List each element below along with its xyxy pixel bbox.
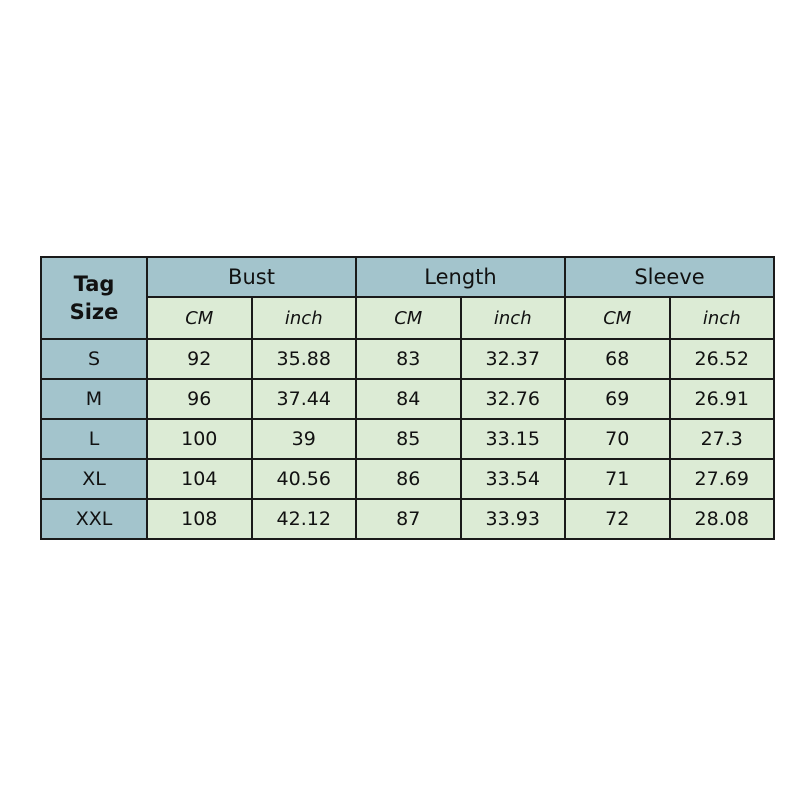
tag-label: Tag: [73, 272, 115, 296]
size-cell: XL: [40, 458, 148, 500]
unit-header: inch: [459, 296, 566, 340]
value-cell: 69: [564, 378, 671, 420]
value-cell: 86: [355, 458, 462, 500]
value-cell: 42.12: [250, 498, 357, 540]
value-cell: 87: [355, 498, 462, 540]
value-cell: 85: [355, 418, 462, 460]
value-cell: 40.56: [250, 458, 357, 500]
value-cell: 26.91: [668, 378, 775, 420]
table-row: XXL 108 42.12 87 33.93 72 28.08: [40, 498, 775, 540]
value-cell: 33.15: [459, 418, 566, 460]
value-cell: 84: [355, 378, 462, 420]
table-row: XL 104 40.56 86 33.54 71 27.69: [40, 458, 775, 500]
table-row: L 100 39 85 33.15 70 27.3: [40, 418, 775, 460]
value-cell: 35.88: [250, 338, 357, 380]
value-cell: 33.93: [459, 498, 566, 540]
value-cell: 32.76: [459, 378, 566, 420]
value-cell: 92: [146, 338, 253, 380]
value-cell: 33.54: [459, 458, 566, 500]
bust-header: Bust: [146, 256, 357, 298]
unit-header: CM: [146, 296, 253, 340]
unit-header: inch: [250, 296, 357, 340]
value-cell: 39: [250, 418, 357, 460]
size-cell: M: [40, 378, 148, 420]
unit-header: CM: [355, 296, 462, 340]
table-row: S 92 35.88 83 32.37 68 26.52: [40, 338, 775, 380]
size-chart-table: Tag Size Bust Length Sleeve CM inch CM inch C…: [40, 256, 775, 540]
value-cell: 27.69: [668, 458, 775, 500]
value-cell: 96: [146, 378, 253, 420]
length-header: Length: [355, 256, 566, 298]
size-cell: XXL: [40, 498, 148, 540]
unit-header: CM: [564, 296, 671, 340]
table-row: M 96 37.44 84 32.76 69 26.91: [40, 378, 775, 420]
sleeve-header: Sleeve: [564, 256, 775, 298]
value-cell: 37.44: [250, 378, 357, 420]
tag-size-header: Tag Size: [40, 256, 148, 340]
value-cell: 104: [146, 458, 253, 500]
value-cell: 28.08: [668, 498, 775, 540]
size-cell: L: [40, 418, 148, 460]
size-cell: S: [40, 338, 148, 380]
value-cell: 32.37: [459, 338, 566, 380]
header-row-groups: Tag Size Bust Length Sleeve: [40, 256, 775, 340]
value-cell: 68: [564, 338, 671, 380]
value-cell: 83: [355, 338, 462, 380]
value-cell: 72: [564, 498, 671, 540]
value-cell: 26.52: [668, 338, 775, 380]
value-cell: 100: [146, 418, 253, 460]
value-cell: 108: [146, 498, 253, 540]
value-cell: 71: [564, 458, 671, 500]
size-label: Size: [69, 300, 119, 324]
value-cell: 27.3: [668, 418, 775, 460]
value-cell: 70: [564, 418, 671, 460]
header-row-units: CM inch CM inch CM inch: [41, 296, 775, 340]
unit-header: inch: [668, 296, 775, 340]
